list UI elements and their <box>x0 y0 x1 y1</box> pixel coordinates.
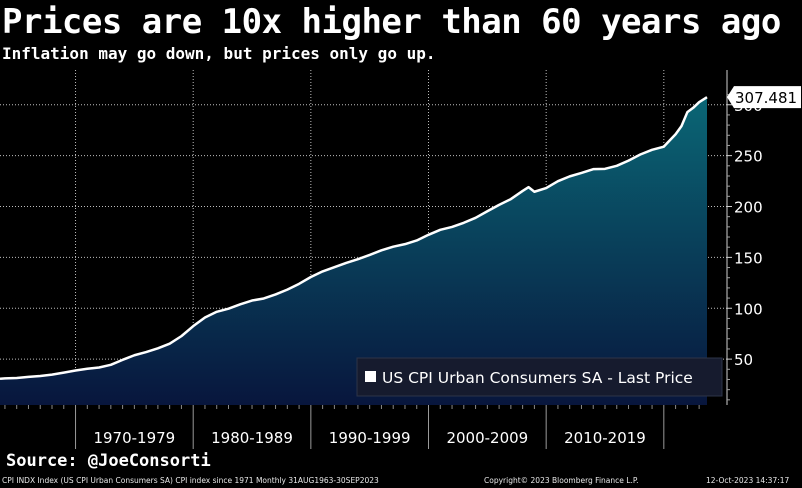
chart-subtitle: Inflation may go down, but prices only g… <box>2 44 436 63</box>
source-credit: Source: @JoeConsorti <box>6 451 211 471</box>
cpi-series-line <box>0 96 708 381</box>
chart-title: Prices are 10x higher than 60 years ago <box>2 2 781 42</box>
footer-index-info: CPI INDX Index (US CPI Urban Consumers S… <box>2 476 379 485</box>
x-category-label-1990-1999: 1990-1999 <box>329 429 411 447</box>
y-tick-label-100: 100 <box>734 300 763 318</box>
x-category-label-1980-1989: 1980-1989 <box>211 429 293 447</box>
legend-swatch <box>365 371 376 382</box>
x-category-label-1970-1979: 1970-1979 <box>93 429 175 447</box>
y-tick-label-150: 150 <box>734 249 763 267</box>
y-tick-label-200: 200 <box>734 199 763 217</box>
y-tick-label-250: 250 <box>734 148 763 166</box>
legend-label: US CPI Urban Consumers SA - Last Price <box>382 369 693 387</box>
footer-copyright: Copyright© 2023 Bloomberg Finance L.P. <box>484 476 639 485</box>
legend-box <box>356 357 723 397</box>
footer-timestamp: 12-Oct-2023 14:37:17 <box>706 476 790 485</box>
last-price-marker <box>727 86 801 109</box>
y-tick-label-50: 50 <box>734 351 753 369</box>
x-category-label-2000-2009: 2000-2009 <box>446 429 528 447</box>
last-price-label: 307.481 <box>735 89 797 107</box>
cpi-area-fill <box>0 97 707 405</box>
x-category-label-2010-2019: 2010-2019 <box>564 429 646 447</box>
